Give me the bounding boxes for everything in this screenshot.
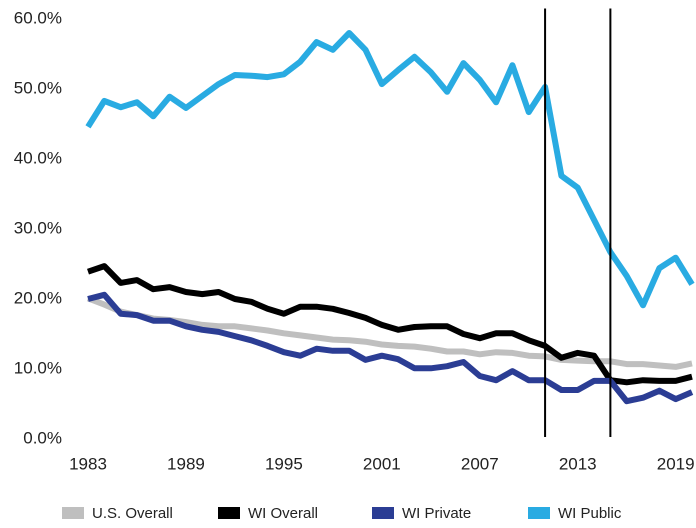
x-tick-label: 2013 xyxy=(559,454,597,473)
x-tick-label: 2019 xyxy=(657,454,695,473)
legend-label: WI Overall xyxy=(248,505,318,522)
y-tick-label: 50.0% xyxy=(14,78,62,97)
series-line xyxy=(85,30,695,309)
legend-label: U.S. Overall xyxy=(92,505,173,522)
x-tick-label: 2007 xyxy=(461,454,499,473)
legend-label: WI Private xyxy=(402,505,471,522)
x-tick-label: 1995 xyxy=(265,454,303,473)
series-line xyxy=(87,291,694,405)
legend-swatch xyxy=(62,507,84,519)
legend-label: WI Public xyxy=(558,505,622,522)
y-tick-label: 20.0% xyxy=(14,288,62,307)
legend-swatch xyxy=(372,507,394,519)
y-tick-label: 40.0% xyxy=(14,148,62,167)
x-tick-label: 1989 xyxy=(167,454,205,473)
x-tick-label: 1983 xyxy=(69,454,107,473)
y-tick-label: 10.0% xyxy=(14,358,62,377)
y-tick-label: 60.0% xyxy=(14,8,62,27)
y-tick-label: 30.0% xyxy=(14,218,62,237)
x-tick-label: 2001 xyxy=(363,454,401,473)
series-line xyxy=(87,263,693,386)
y-tick-label: 0.0% xyxy=(23,428,62,447)
legend-swatch xyxy=(528,507,550,519)
series-line xyxy=(86,295,693,370)
legend-swatch xyxy=(218,507,240,519)
